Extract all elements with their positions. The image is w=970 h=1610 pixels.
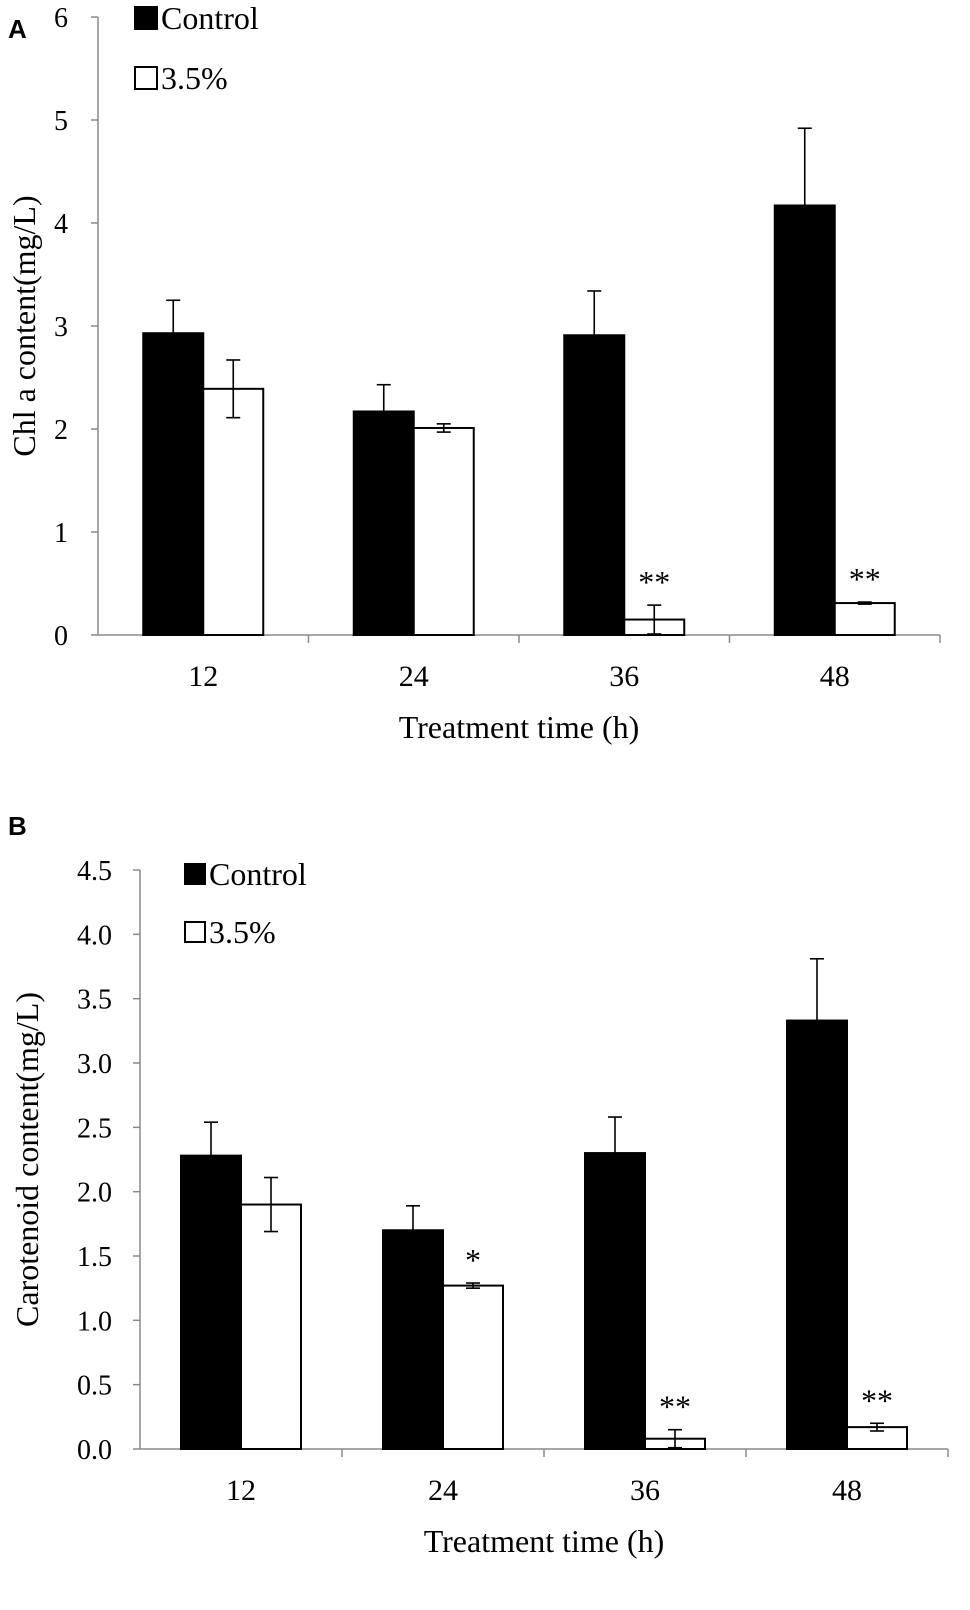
legend-label: Control [161, 0, 259, 36]
bar-treatment-24 [412, 426, 475, 636]
legend: Control 3.5% [134, 0, 259, 96]
y-tick-label: 3.0 [77, 1049, 112, 1080]
y-tick-label: 3 [54, 312, 68, 343]
x-tick-label: 24 [428, 1474, 458, 1507]
legend-label: 3.5% [161, 60, 228, 96]
bar-control-24 [352, 410, 415, 636]
legend-label: 3.5% [209, 914, 276, 950]
bar-control-36 [584, 1152, 646, 1450]
legend-label: Control [209, 856, 307, 892]
bar-control-12 [142, 332, 205, 636]
y-tick-label: 4.5 [77, 856, 112, 887]
x-tick-label: 24 [399, 660, 429, 693]
y-axis-title: Carotenoid content(mg/L) [9, 992, 45, 1327]
y-tick-label: 3.5 [77, 985, 112, 1016]
y-tick-label: 0 [54, 621, 68, 652]
legend-swatch-treatment [134, 66, 158, 90]
y-tick-label: 1 [54, 518, 68, 549]
bar-treatment-12 [240, 1203, 302, 1450]
significance-marker: ** [861, 1382, 893, 1418]
x-tick-label: 36 [630, 1474, 660, 1507]
x-tick-label: 12 [188, 660, 218, 693]
y-tick-label: 2 [54, 415, 68, 446]
legend-swatch-control [184, 863, 206, 885]
y-tick-label: 6 [54, 3, 68, 34]
legend: Control 3.5% [184, 856, 307, 950]
significance-marker: * [465, 1242, 481, 1278]
bar-treatment-12 [202, 387, 265, 636]
bar-control-24 [382, 1229, 444, 1451]
bar-control-12 [180, 1154, 242, 1450]
x-axis-title: Treatment time (h) [399, 709, 640, 745]
chart-panel-b: B 0.0 0.5 1.0 1.5 2.0 2.5 3.0 3.5 4.0 4.5 12 24 36 48 *… [8, 811, 949, 1559]
y-tick-label: 0.5 [77, 1371, 112, 1402]
legend-swatch-treatment [184, 921, 206, 943]
significance-marker: ** [849, 561, 881, 597]
significance-marker: ** [638, 564, 670, 600]
y-tick-label: 4 [54, 209, 68, 240]
y-tick-label: 1.0 [77, 1306, 112, 1337]
x-axis-title: Treatment time (h) [424, 1523, 665, 1559]
x-tick-label: 36 [609, 660, 639, 693]
x-tick-label: 48 [820, 660, 850, 693]
significance-marker: ** [659, 1389, 691, 1425]
panel-label: A [8, 14, 27, 44]
y-tick-label: 5 [54, 106, 68, 137]
legend-swatch-control [134, 6, 158, 30]
y-tick-label: 1.5 [77, 1242, 112, 1273]
x-tick-label: 48 [832, 1474, 862, 1507]
y-tick-label: 2.5 [77, 1113, 112, 1144]
bar-control-48 [773, 204, 836, 637]
bar-treatment-48 [833, 602, 896, 637]
y-tick-label: 0.0 [77, 1435, 112, 1466]
panel-label: B [8, 811, 27, 841]
y-tick-label: 2.0 [77, 1178, 112, 1209]
y-tick-label: 4.0 [77, 920, 112, 951]
x-tick-label: 12 [226, 1474, 256, 1507]
bar-treatment-24 [442, 1284, 504, 1451]
bar-control-48 [786, 1019, 848, 1450]
bar-control-36 [563, 334, 626, 636]
y-axis-title: Chl a content(mg/L) [6, 195, 42, 456]
